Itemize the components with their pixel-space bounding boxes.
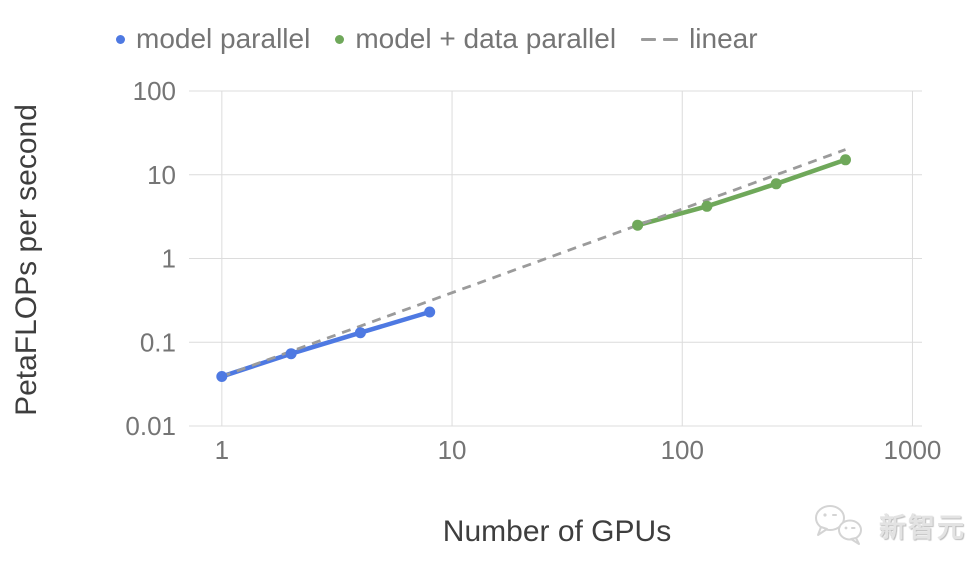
gridlines [189,90,922,427]
legend-marker-green-dot-icon [335,34,345,44]
data-point [285,348,297,360]
x-tick-label: 1 [215,435,229,465]
watermark: 新智元 [812,502,966,548]
y-axis-title: PetaFLOPs per second [10,104,43,416]
data-series [216,148,851,382]
axis-tick-labels: 100 10 1 0.1 0.01 1 10 100 1000 [125,76,941,465]
x-tick-label: 1000 [884,435,942,465]
y-tick-label: 1 [162,244,176,274]
data-point [840,154,851,166]
legend-item-model-parallel: model parallel [116,23,311,55]
data-point [424,306,436,318]
data-point [354,327,366,339]
legend-item-linear: linear [641,23,758,55]
data-point [632,219,644,231]
y-tick-label: 0.01 [125,411,176,441]
y-tick-label: 0.1 [140,327,176,357]
legend-label-linear: linear [689,23,758,54]
legend-label-model-parallel: model parallel [136,23,311,54]
y-tick-label: 100 [133,76,176,106]
legend-marker-blue-dot-icon [116,34,125,44]
x-axis-title: Number of GPUs [443,515,671,548]
series-line [221,309,431,379]
watermark-text: 新智元 [879,512,966,543]
x-tick-label: 100 [661,435,704,465]
x-tick-label: 10 [438,435,467,465]
data-point [770,178,782,190]
series-line [637,157,847,228]
chart-legend: model parallel model + data parallel lin… [116,23,758,55]
data-point [216,371,228,382]
chat-bubbles-icon [815,505,862,545]
legend-item-model-data-parallel: model + data parallel [335,23,617,55]
data-point [701,200,713,212]
y-tick-label: 10 [147,160,176,190]
legend-label-model-data-parallel: model + data parallel [355,23,617,54]
legend-marker-dashed-line-icon [641,37,679,42]
